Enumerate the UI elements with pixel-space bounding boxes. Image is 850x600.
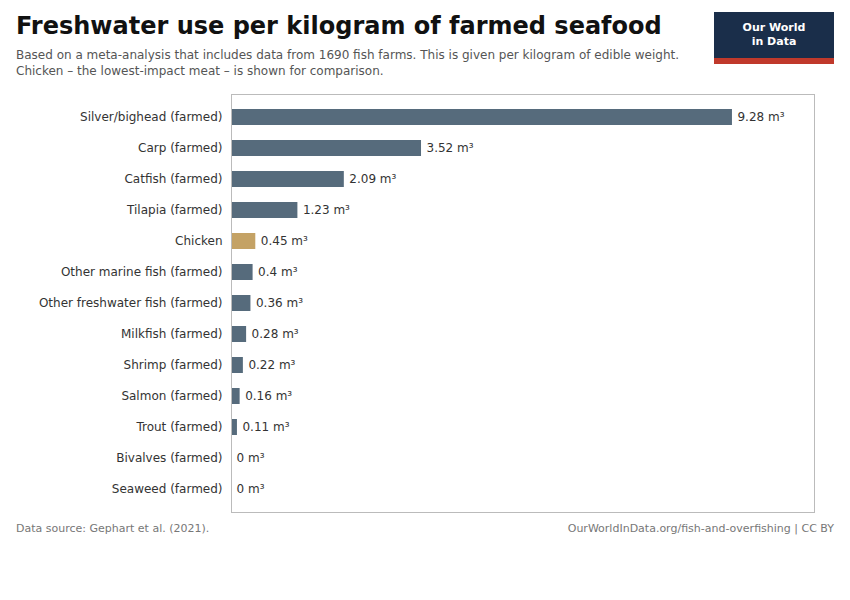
svg-text:9.28 m³: 9.28 m³: [737, 110, 784, 124]
svg-text:Trout (farmed): Trout (farmed): [135, 420, 222, 434]
svg-text:0.28 m³: 0.28 m³: [252, 327, 299, 341]
svg-text:0.36 m³: 0.36 m³: [256, 296, 303, 310]
html-text:Based on a meta-analysis that: Based on a meta-analysis that includes d…: [16, 48, 680, 62]
html-text:OurWorldInData.org/fish-and-ov: OurWorldInData.org/fish-and-overfishing …: [567, 522, 834, 535]
svg-text:Shrimp (farmed): Shrimp (farmed): [124, 358, 223, 372]
svg-text:Bivalves (farmed): Bivalves (farmed): [116, 451, 222, 465]
svg-text:0 m³: 0 m³: [237, 451, 265, 465]
svg-text:Other marine fish (farmed): Other marine fish (farmed): [61, 265, 223, 279]
svg-text:Tilapia (farmed): Tilapia (farmed): [126, 203, 222, 217]
html-text:Freshwater use per kilogram of: Freshwater use per kilogram of farmed se…: [16, 12, 662, 40]
svg-text:0.16 m³: 0.16 m³: [245, 389, 292, 403]
svg-text:Carp (farmed): Carp (farmed): [138, 141, 222, 155]
html-text:in Data: in Data: [751, 35, 797, 48]
svg-text:Chicken: Chicken: [175, 234, 222, 248]
svg-text:0.11 m³: 0.11 m³: [242, 420, 289, 434]
svg-text:0.4 m³: 0.4 m³: [258, 265, 298, 279]
svg-text:1.23 m³: 1.23 m³: [303, 203, 350, 217]
svg-text:2.09 m³: 2.09 m³: [349, 172, 396, 186]
svg-text:Other freshwater fish (farmed): Other freshwater fish (farmed): [39, 296, 223, 310]
html-text:Our World: Our World: [742, 20, 806, 34]
svg-text:Salmon (farmed): Salmon (farmed): [121, 389, 222, 403]
html-text:Chicken – the lowest-impact me: Chicken – the lowest-impact meat – is sh…: [16, 64, 384, 78]
svg-text:0.22 m³: 0.22 m³: [248, 358, 295, 372]
html-text:Data source: Gephart et al. (2: Data source: Gephart et al. (2021).: [16, 522, 210, 535]
svg-text:Seaweed (farmed): Seaweed (farmed): [112, 482, 223, 496]
svg-text:Catfish (farmed): Catfish (farmed): [124, 172, 222, 186]
svg-text:0.45 m³: 0.45 m³: [261, 234, 308, 248]
svg-text:3.52 m³: 3.52 m³: [427, 141, 474, 155]
svg-text:Milkfish (farmed): Milkfish (farmed): [121, 327, 223, 341]
svg-text:Silver/bighead (farmed): Silver/bighead (farmed): [80, 110, 222, 124]
svg-text:0 m³: 0 m³: [237, 482, 265, 496]
